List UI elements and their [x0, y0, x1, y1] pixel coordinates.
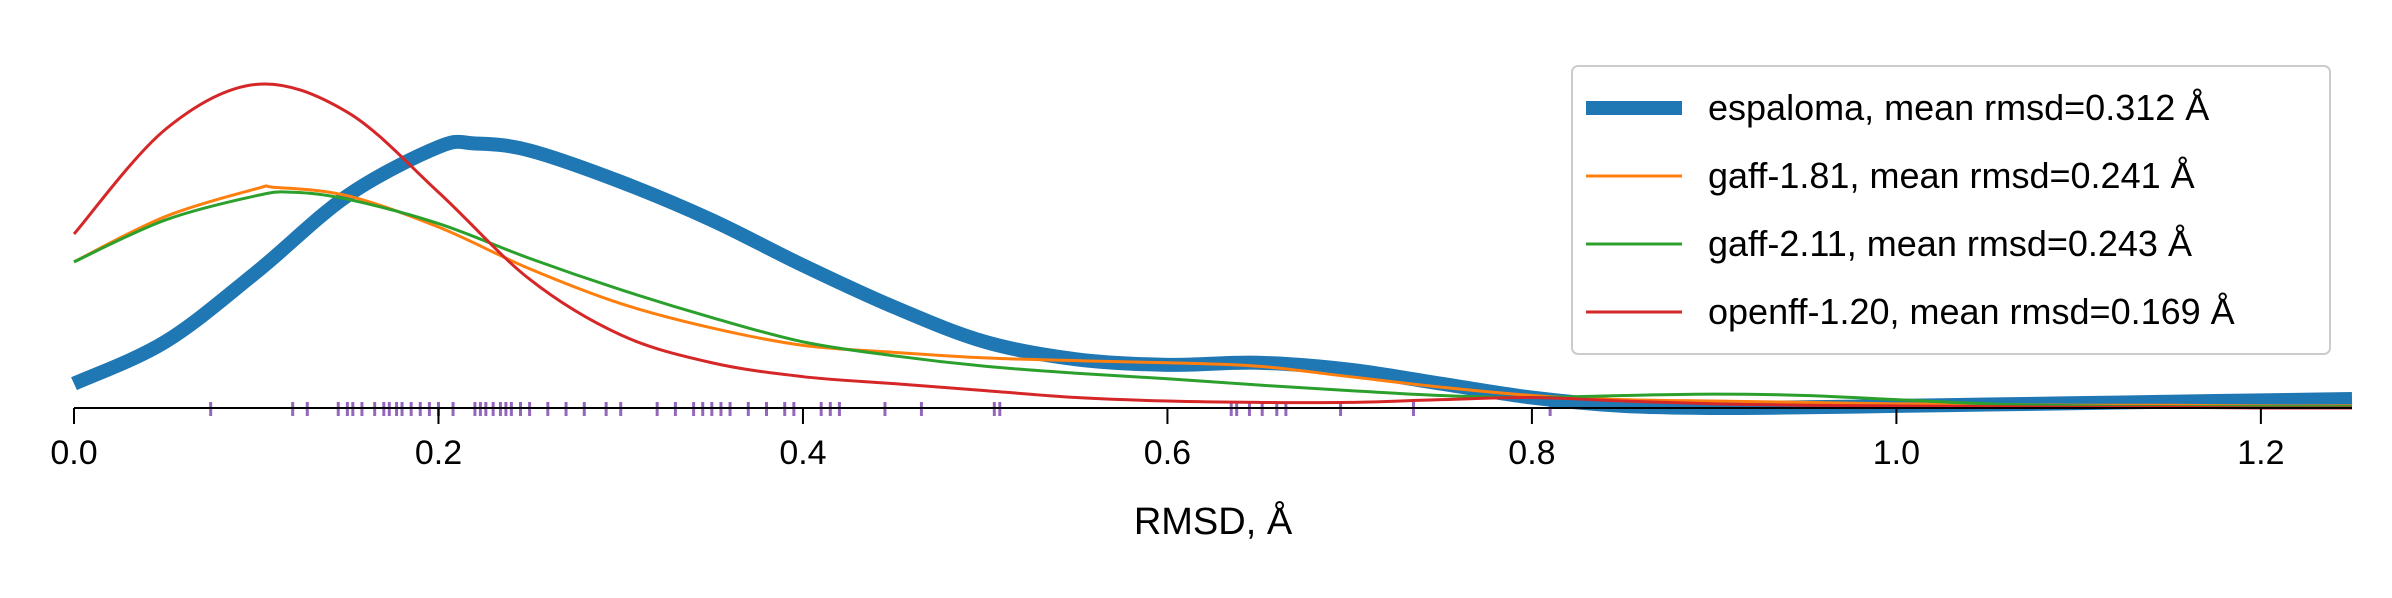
x-tick-label: 0.6 — [1144, 434, 1191, 472]
x-tick-label: 0.2 — [415, 434, 462, 472]
x-tick-label: 0.4 — [779, 434, 826, 472]
series-line-3 — [73, 190, 2352, 409]
x-tick-label: 0.0 — [50, 434, 97, 472]
legend-items: espaloma, mean rmsd=0.312 Å gaff-1.81, me… — [1586, 87, 2235, 332]
x-tick-label: 0.8 — [1508, 434, 1555, 472]
series-lines — [71, 82, 2353, 416]
x-axis-label: RMSD, Å — [1134, 499, 1293, 543]
legend-label-3: gaff-2.11, mean rmsd=0.243 Å — [1708, 223, 2192, 264]
x-tick-label: 1.2 — [2237, 434, 2284, 472]
x-tick-label: 1.0 — [1873, 434, 1920, 472]
legend-label-2: gaff-1.81, mean rmsd=0.241 Å — [1708, 155, 2195, 196]
x-axis-ticks: 0.0 0.2 0.4 0.6 0.8 1.0 1.2 — [50, 408, 2285, 472]
x-axis: 0.0 0.2 0.4 0.6 0.8 1.0 1.2 RMSD, Å — [50, 407, 2352, 543]
legend-label-4: openff-1.20, mean rmsd=0.169 Å — [1708, 291, 2235, 332]
legend-label-1: espaloma, mean rmsd=0.312 Å — [1708, 87, 2209, 128]
series-line-4 — [72, 82, 2353, 410]
legend: espaloma, mean rmsd=0.312 Å gaff-1.81, me… — [1571, 65, 2331, 355]
legend-frame — [1571, 65, 2331, 355]
